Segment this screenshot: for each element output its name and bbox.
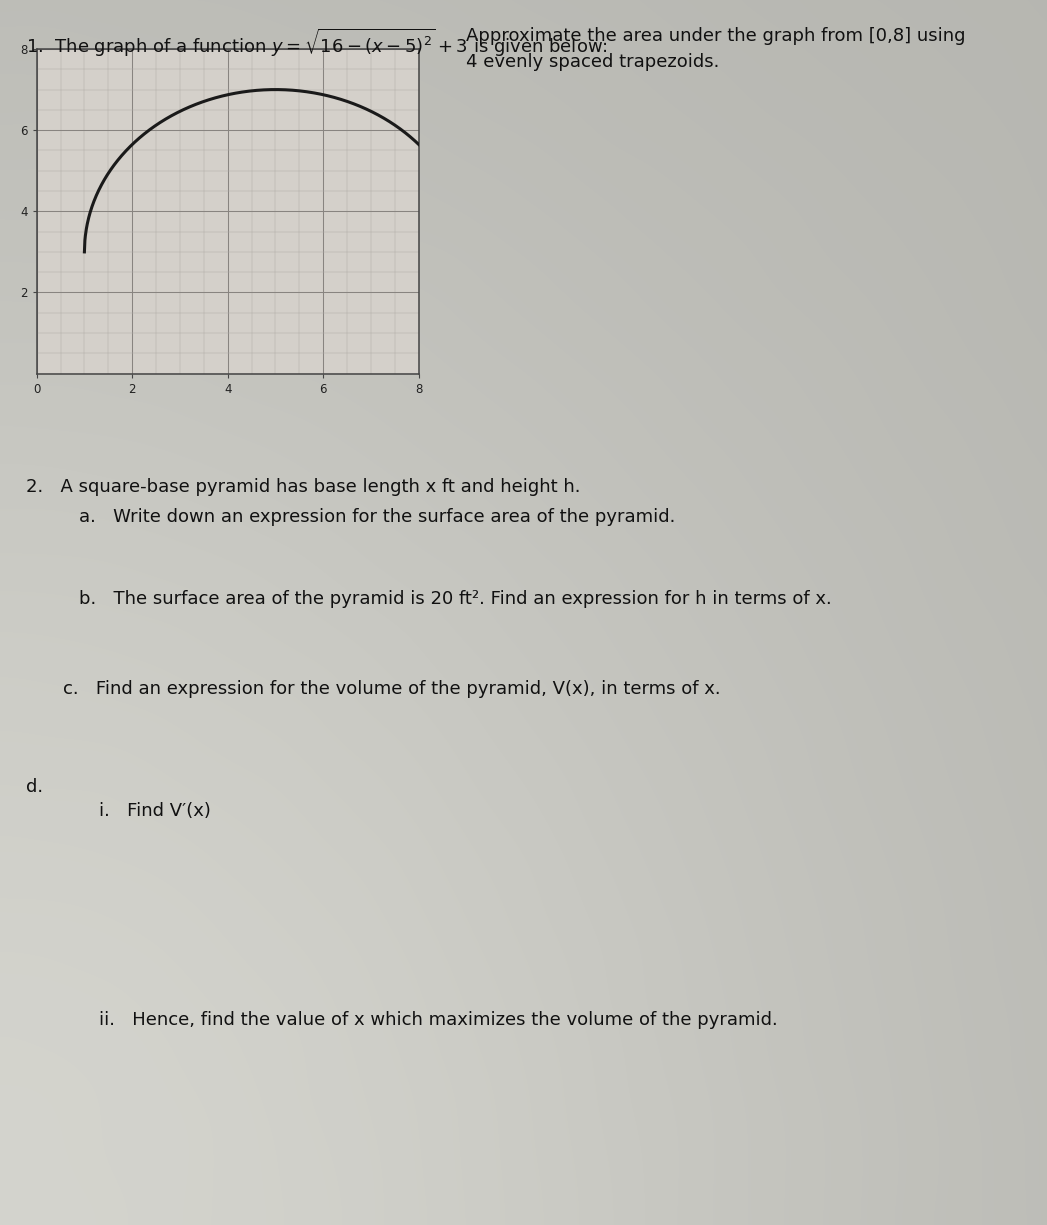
Text: ii.   Hence, find the value of x which maximizes the volume of the pyramid.: ii. Hence, find the value of x which max… bbox=[99, 1011, 778, 1029]
Text: 4 evenly spaced trapezoids.: 4 evenly spaced trapezoids. bbox=[466, 53, 719, 71]
Text: a.   Write down an expression for the surface area of the pyramid.: a. Write down an expression for the surf… bbox=[79, 508, 675, 527]
Text: 1.  The graph of a function $y = \sqrt{16-(x-5)^2}+3$ is given below:: 1. The graph of a function $y = \sqrt{16… bbox=[26, 27, 608, 59]
Text: d.: d. bbox=[26, 778, 43, 796]
Text: b.   The surface area of the pyramid is 20 ft². Find an expression for h in term: b. The surface area of the pyramid is 20… bbox=[79, 590, 831, 609]
Text: i.   Find V′(x): i. Find V′(x) bbox=[99, 802, 211, 821]
Text: 2.   A square-base pyramid has base length x ft and height h.: 2. A square-base pyramid has base length… bbox=[26, 478, 581, 496]
Text: c.   Find an expression for the volume of the pyramid, V(x), in terms of x.: c. Find an expression for the volume of … bbox=[63, 680, 720, 698]
Text: Approximate the area under the graph from [0,8] using: Approximate the area under the graph fro… bbox=[466, 27, 965, 45]
